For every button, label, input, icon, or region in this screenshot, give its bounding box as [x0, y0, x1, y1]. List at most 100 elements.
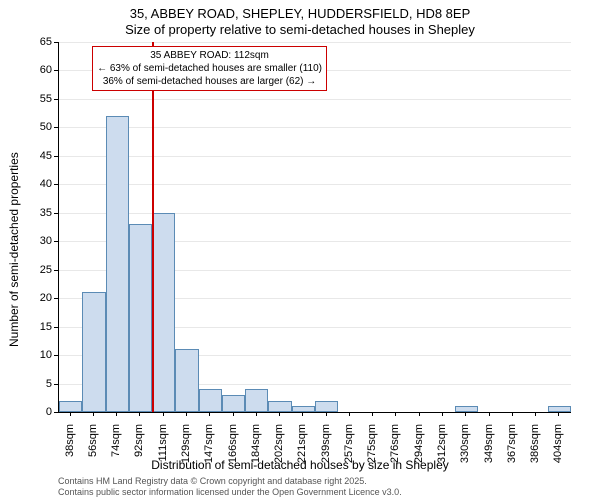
xtick-label: 111sqm: [157, 424, 169, 474]
ytick-label: 60: [22, 64, 52, 76]
y-axis-label: Number of semi-detached properties: [7, 152, 21, 347]
xtick-mark: [186, 412, 187, 416]
ytick-mark: [54, 213, 58, 214]
xtick-label: 294sqm: [413, 424, 425, 474]
ytick-label: 0: [22, 406, 52, 418]
xtick-mark: [70, 412, 71, 416]
ytick-mark: [54, 270, 58, 271]
xtick-mark: [139, 412, 140, 416]
ytick-mark: [54, 412, 58, 413]
gridline: [59, 213, 571, 214]
reference-line: [152, 42, 154, 412]
chart-title-line2: Size of property relative to semi-detach…: [0, 22, 600, 37]
xtick-mark: [419, 412, 420, 416]
histogram-bar: [82, 292, 105, 412]
ytick-label: 15: [22, 321, 52, 333]
xtick-label: 276sqm: [389, 424, 401, 474]
xtick-mark: [163, 412, 164, 416]
ytick-label: 20: [22, 292, 52, 304]
xtick-mark: [558, 412, 559, 416]
histogram-bar: [152, 213, 175, 412]
xtick-mark: [93, 412, 94, 416]
xtick-mark: [465, 412, 466, 416]
xtick-label: 312sqm: [436, 424, 448, 474]
xtick-mark: [209, 412, 210, 416]
annotation-title: 35 ABBEY ROAD: 112sqm: [97, 49, 322, 62]
xtick-mark: [279, 412, 280, 416]
xtick-label: 386sqm: [529, 424, 541, 474]
ytick-label: 50: [22, 121, 52, 133]
xtick-mark: [302, 412, 303, 416]
histogram-bar: [175, 349, 198, 412]
ytick-mark: [54, 127, 58, 128]
xtick-mark: [535, 412, 536, 416]
histogram-bar: [129, 224, 152, 412]
gridline: [59, 42, 571, 43]
ytick-mark: [54, 42, 58, 43]
xtick-mark: [349, 412, 350, 416]
xtick-label: 349sqm: [483, 424, 495, 474]
xtick-label: 202sqm: [273, 424, 285, 474]
ytick-mark: [54, 70, 58, 71]
ytick-mark: [54, 355, 58, 356]
ytick-mark: [54, 241, 58, 242]
xtick-mark: [442, 412, 443, 416]
footer-line2: Contains public sector information licen…: [58, 487, 402, 498]
ytick-mark: [54, 156, 58, 157]
ytick-label: 65: [22, 36, 52, 48]
xtick-label: 166sqm: [227, 424, 239, 474]
xtick-mark: [395, 412, 396, 416]
histogram-bar: [106, 116, 129, 412]
ytick-label: 45: [22, 150, 52, 162]
xtick-label: 330sqm: [459, 424, 471, 474]
annotation-line1: ← 63% of semi-detached houses are smalle…: [97, 62, 322, 75]
gridline: [59, 127, 571, 128]
gridline: [59, 184, 571, 185]
xtick-label: 239sqm: [320, 424, 332, 474]
xtick-mark: [512, 412, 513, 416]
annotation-box: 35 ABBEY ROAD: 112sqm← 63% of semi-detac…: [92, 46, 327, 91]
xtick-label: 275sqm: [366, 424, 378, 474]
histogram-bar: [59, 401, 82, 412]
xtick-label: 38sqm: [64, 424, 76, 474]
xtick-label: 147sqm: [203, 424, 215, 474]
ytick-label: 5: [22, 378, 52, 390]
chart-title-line1: 35, ABBEY ROAD, SHEPLEY, HUDDERSFIELD, H…: [0, 6, 600, 21]
histogram-bar: [222, 395, 245, 412]
xtick-label: 367sqm: [506, 424, 518, 474]
ytick-mark: [54, 298, 58, 299]
ytick-label: 25: [22, 264, 52, 276]
xtick-label: 221sqm: [296, 424, 308, 474]
histogram-bar: [315, 401, 338, 412]
histogram-bar: [268, 401, 291, 412]
ytick-label: 35: [22, 207, 52, 219]
ytick-mark: [54, 384, 58, 385]
xtick-label: 74sqm: [110, 424, 122, 474]
xtick-mark: [256, 412, 257, 416]
xtick-label: 184sqm: [250, 424, 262, 474]
histogram-bar: [245, 389, 268, 412]
xtick-mark: [372, 412, 373, 416]
gridline: [59, 99, 571, 100]
histogram-chart: 35, ABBEY ROAD, SHEPLEY, HUDDERSFIELD, H…: [0, 0, 600, 500]
annotation-line2: 36% of semi-detached houses are larger (…: [97, 75, 322, 88]
xtick-mark: [489, 412, 490, 416]
xtick-mark: [233, 412, 234, 416]
xtick-mark: [116, 412, 117, 416]
xtick-label: 404sqm: [552, 424, 564, 474]
ytick-label: 55: [22, 93, 52, 105]
ytick-mark: [54, 184, 58, 185]
xtick-label: 56sqm: [87, 424, 99, 474]
xtick-label: 257sqm: [343, 424, 355, 474]
ytick-mark: [54, 99, 58, 100]
xtick-label: 129sqm: [180, 424, 192, 474]
plot-area: 35 ABBEY ROAD: 112sqm← 63% of semi-detac…: [58, 42, 571, 413]
xtick-mark: [326, 412, 327, 416]
ytick-mark: [54, 327, 58, 328]
ytick-label: 40: [22, 178, 52, 190]
xtick-label: 92sqm: [133, 424, 145, 474]
footer-attribution: Contains HM Land Registry data © Crown c…: [58, 476, 402, 498]
footer-line1: Contains HM Land Registry data © Crown c…: [58, 476, 402, 487]
ytick-label: 10: [22, 349, 52, 361]
ytick-label: 30: [22, 235, 52, 247]
